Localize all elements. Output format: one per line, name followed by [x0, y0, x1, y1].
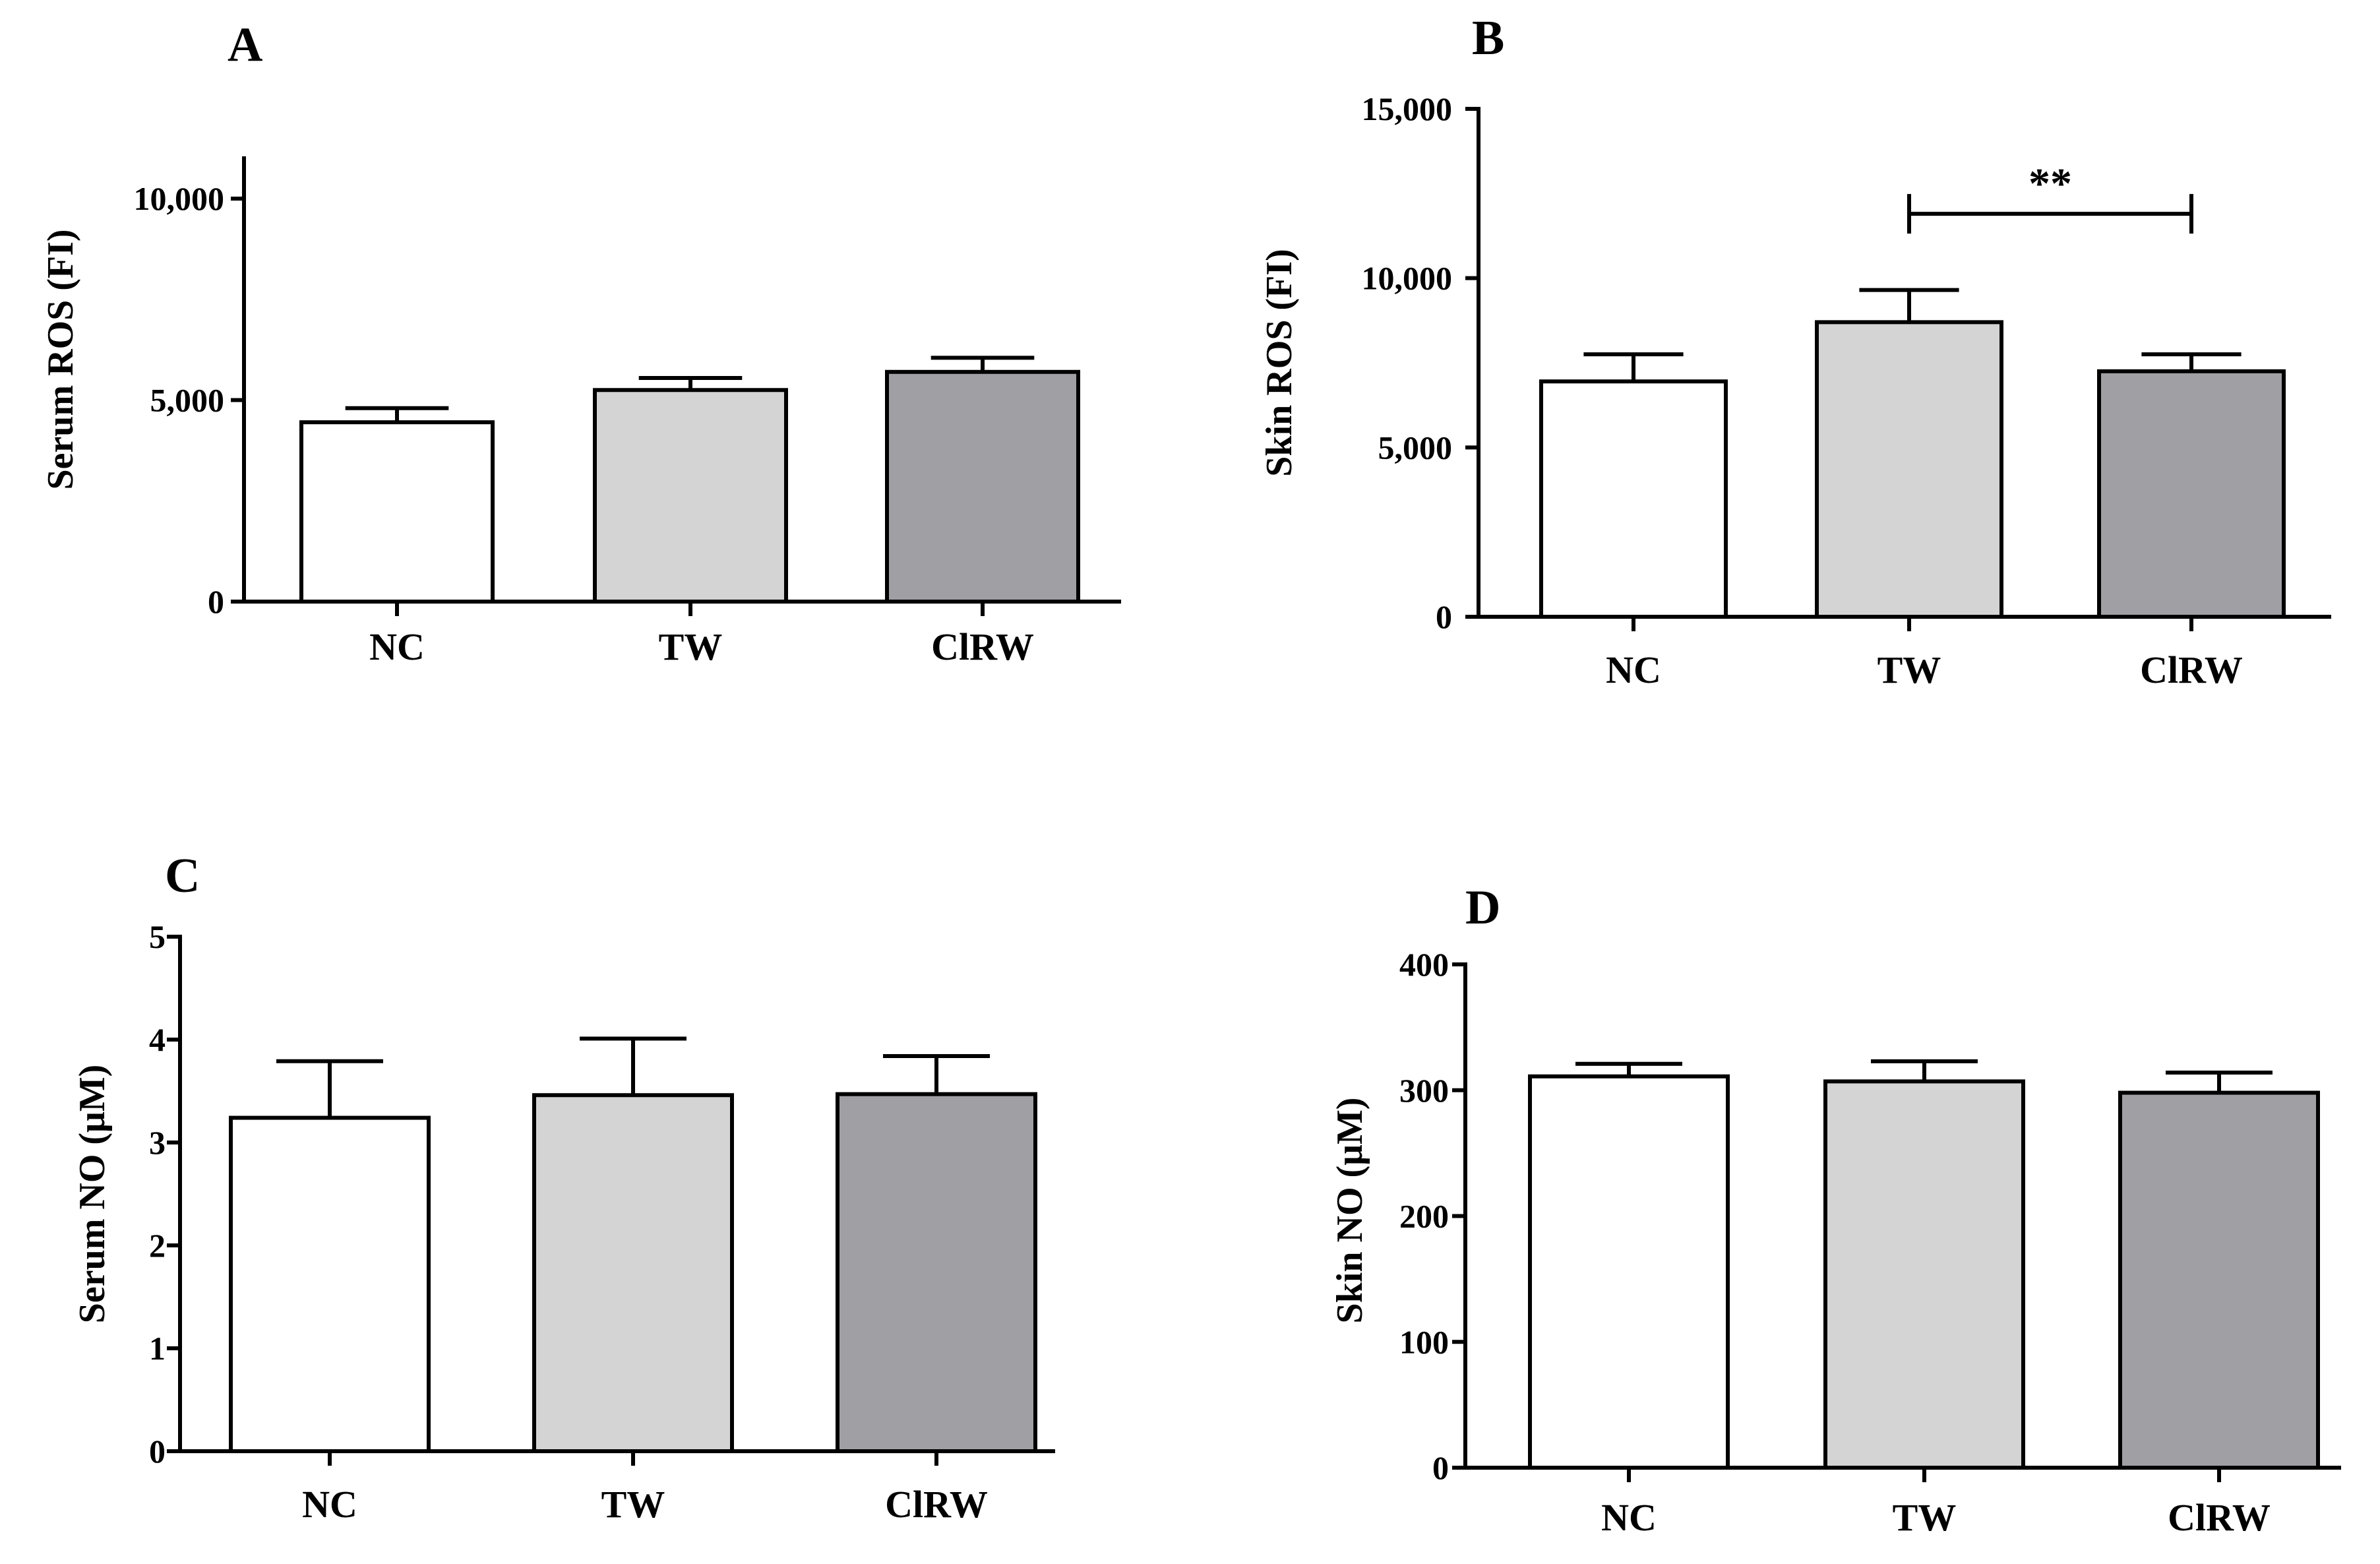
bar-a-nc: [299, 420, 495, 604]
panel-b: B Skin ROS (FI) 0 5,000 10,000 15,000 NC TW ClRW…: [1259, 11, 2331, 691]
x-tick-label-b-tw: TW: [1877, 648, 1941, 691]
panel-letter-a: A: [228, 18, 262, 72]
x-tick-label-a-clrw: ClRW: [931, 625, 1034, 668]
panel-letter-d: D: [1465, 881, 1500, 935]
y-tick-label-d: 100: [1399, 1323, 1449, 1360]
y-tick-label-b: 15,000: [1362, 90, 1453, 127]
x-tick-label-d-nc: NC: [1601, 1496, 1657, 1539]
bar-a-clrw: [885, 369, 1080, 604]
bar-b-tw: [1815, 320, 2003, 619]
y-tick-label-c: 3: [149, 1124, 166, 1161]
x-tick-label-d-clrw: ClRW: [2168, 1496, 2271, 1539]
x-tick-label-c-tw: TW: [601, 1483, 665, 1526]
bar-d-tw: [1823, 1079, 2025, 1470]
panel-a: A Serum ROS (FI) 0 5,000 10,000 NC TW ClRW: [40, 18, 1121, 668]
y-axis-title-c: Serum NO (μM): [72, 1065, 113, 1324]
y-tick-label-a: 5,000: [150, 382, 225, 419]
y-tick-label-a: 10,000: [134, 180, 225, 217]
bar-c-clrw: [836, 1092, 1037, 1454]
y-tick-label-b: 5,000: [1378, 429, 1453, 466]
y-tick-label-d: 0: [1432, 1449, 1449, 1486]
y-axis-title-a: Serum ROS (FI): [40, 229, 81, 489]
bar-d-nc: [1528, 1074, 1730, 1470]
x-tick-label-c-nc: NC: [302, 1483, 357, 1526]
bar-c-nc: [229, 1115, 431, 1454]
y-axis-title-b: Skin ROS (FI): [1259, 249, 1300, 476]
y-tick-label-a: 0: [208, 583, 224, 620]
y-tick-label-b: 10,000: [1362, 260, 1453, 297]
x-tick-label-b-nc: NC: [1606, 648, 1661, 691]
y-tick-label-d: 200: [1399, 1198, 1449, 1235]
y-tick-label-d: 300: [1399, 1072, 1449, 1109]
x-tick-label-a-tw: TW: [659, 625, 723, 668]
panel-letter-c: C: [165, 849, 200, 903]
y-tick-label-c: 4: [149, 1021, 166, 1058]
y-tick-label-c: 2: [149, 1227, 166, 1264]
y-tick-label-c: 1: [149, 1330, 166, 1367]
y-tick-label-b: 0: [1436, 598, 1452, 635]
bar-b-clrw: [2097, 369, 2286, 619]
x-tick-label-d-tw: TW: [1893, 1496, 1957, 1539]
bar-d-clrw: [2118, 1090, 2320, 1470]
x-tick-label-c-clrw: ClRW: [885, 1483, 988, 1526]
bar-a-tw: [593, 388, 788, 604]
y-tick-label-c: 5: [149, 918, 166, 955]
bar-c-tw: [532, 1093, 734, 1453]
x-tick-label-b-clrw: ClRW: [2140, 648, 2243, 691]
panel-d: D Skin NO (μM) 0 100 200 300 400 NC TW ClRW: [1329, 881, 2341, 1539]
bar-b-nc: [1539, 379, 1728, 619]
y-tick-label-c: 0: [149, 1433, 166, 1470]
x-tick-label-a-nc: NC: [369, 625, 425, 668]
y-tick-label-d: 400: [1399, 946, 1449, 983]
panel-c: C Serum NO (μM) 0 1 2 3 4 5 NC TW ClRW: [72, 849, 1055, 1526]
panel-letter-b: B: [1472, 11, 1504, 65]
significance-label-b: **: [2029, 160, 2072, 208]
y-axis-title-d: Skin NO (μM): [1329, 1098, 1370, 1324]
